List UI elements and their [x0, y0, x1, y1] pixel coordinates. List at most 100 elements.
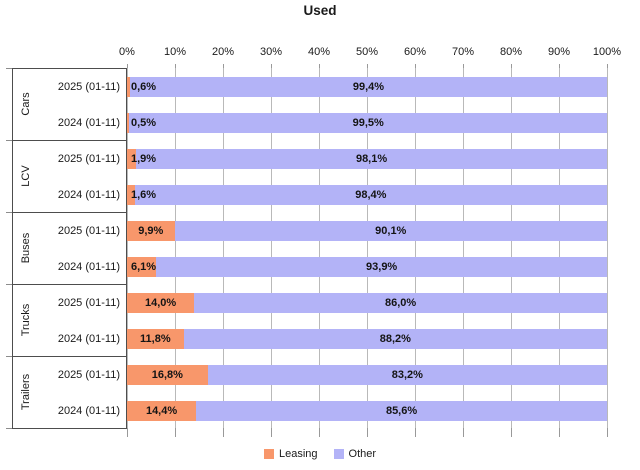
bar-segment-other [196, 401, 607, 421]
bar-segment-other [183, 329, 607, 349]
row-label: 2024 (01-11) [57, 189, 120, 201]
bar-value-label-other: 90,1% [375, 225, 407, 237]
x-axis-tick-label: 90% [547, 46, 571, 58]
bar-value-label-other: 83,2% [391, 369, 423, 381]
gridline [175, 68, 176, 428]
bar-segment-other [174, 221, 607, 241]
row-label: 2025 (01-11) [57, 153, 120, 165]
gridline [223, 68, 224, 428]
x-axis-bottom-tick-mark [367, 428, 368, 437]
x-axis-tick-label: 50% [355, 46, 379, 58]
group-separator [12, 284, 127, 285]
bar-segment-leasing [127, 401, 197, 421]
bar-segment-leasing [127, 113, 130, 133]
chart-title: Used [303, 3, 337, 18]
bar-segment-leasing [127, 77, 130, 97]
group-label: LCV [20, 165, 32, 187]
x-axis-tick-label: 30% [259, 46, 283, 58]
gridline [607, 68, 608, 428]
bar-segment-other [129, 113, 607, 133]
legend-label: Leasing [278, 448, 318, 460]
bar-segment-leasing [127, 221, 175, 241]
category-outer-tick [6, 140, 12, 141]
x-axis-bottom-tick-mark [463, 428, 464, 437]
category-axis-line [126, 68, 127, 429]
x-axis-bottom-tick-mark [511, 428, 512, 437]
x-axis-bottom-tick-mark [319, 428, 320, 437]
x-axis-tick-label: 10% [163, 46, 187, 58]
bar-value-label-leasing: 16,8% [151, 369, 183, 381]
legend-label: Other [348, 448, 377, 460]
legend: Leasing Other [0, 448, 640, 460]
x-axis-bottom-tick-mark [127, 428, 128, 437]
x-axis-bottom-tick-mark [607, 428, 608, 437]
bar-value-label-leasing: 6,1% [131, 261, 157, 273]
x-axis-bottom-tick-mark [271, 428, 272, 437]
bar-value-label-leasing: 1,6% [131, 189, 157, 201]
gridline [415, 68, 416, 428]
category-outer-tick [6, 428, 12, 429]
group-separator [12, 140, 127, 141]
row-label: 2025 (01-11) [57, 297, 120, 309]
bar-value-label-other: 98,1% [355, 153, 388, 165]
category-outer-tick [6, 284, 12, 285]
bar-segment-other [134, 185, 607, 205]
row-label: 2024 (01-11) [57, 117, 120, 129]
gridline [511, 68, 512, 428]
bar-segment-other [194, 293, 607, 313]
gridline [271, 68, 272, 428]
bar-value-label-leasing: 0,5% [131, 117, 157, 129]
row-label: 2024 (01-11) [57, 405, 120, 417]
row-label: 2025 (01-11) [57, 225, 120, 237]
bar-segment-leasing [127, 329, 184, 349]
gridline [367, 68, 368, 428]
gridline [127, 68, 128, 428]
group-label: Trailers [20, 373, 32, 411]
x-axis-tick-label: 20% [211, 46, 235, 58]
bar-segment-other [136, 149, 607, 169]
legend-item: Other [333, 448, 377, 460]
x-axis-tick-label: 60% [403, 46, 427, 58]
x-axis-tick-label: 0% [119, 46, 135, 58]
row-label: 2024 (01-11) [57, 261, 120, 273]
x-axis-tick-label: 80% [499, 46, 523, 58]
group-label: Cars [20, 92, 32, 116]
bar-value-label-leasing: 14,0% [144, 297, 177, 309]
gridline [319, 68, 320, 428]
bar-value-label-other: 99,5% [352, 117, 384, 129]
group-label: Buses [20, 232, 32, 264]
x-axis-bottom-tick-mark [559, 428, 560, 437]
x-axis-bottom-tick-mark [175, 428, 176, 437]
bar-value-label-other: 93,9% [366, 261, 398, 273]
x-axis-bottom-tick-mark [415, 428, 416, 437]
category-outer-tick [6, 212, 12, 213]
group-separator [12, 356, 127, 357]
bar-value-label-leasing: 1,9% [131, 153, 157, 165]
gridline [463, 68, 464, 428]
row-label: 2025 (01-11) [57, 81, 120, 93]
row-label: 2025 (01-11) [57, 369, 120, 381]
legend-swatch-other [333, 449, 344, 459]
group-label: Trucks [20, 303, 32, 337]
x-axis-tick-label: 40% [307, 46, 331, 58]
category-axis-left-border [12, 68, 13, 429]
bar-segment-leasing [127, 365, 208, 385]
bar-segment-other [129, 77, 607, 97]
gridline [559, 68, 560, 428]
bar-value-label-leasing: 9,9% [138, 225, 164, 237]
bar-segment-other [207, 365, 607, 385]
category-frame-top-border [12, 68, 127, 69]
bar-segment-leasing [127, 257, 157, 277]
x-axis-tick-label: 70% [451, 46, 475, 58]
bar-value-label-leasing: 11,8% [140, 333, 171, 345]
x-axis-bottom-tick-mark [223, 428, 224, 437]
row-label: 2024 (01-11) [57, 333, 120, 345]
group-separator [12, 212, 127, 213]
x-axis-tick-label: 100% [592, 46, 622, 58]
legend-item: Leasing [263, 448, 318, 460]
bar-value-label-leasing: 0,6% [131, 81, 157, 93]
bar-segment-leasing [127, 185, 135, 205]
category-frame-bottom-border [12, 428, 127, 429]
bar-segment-other [156, 257, 607, 277]
